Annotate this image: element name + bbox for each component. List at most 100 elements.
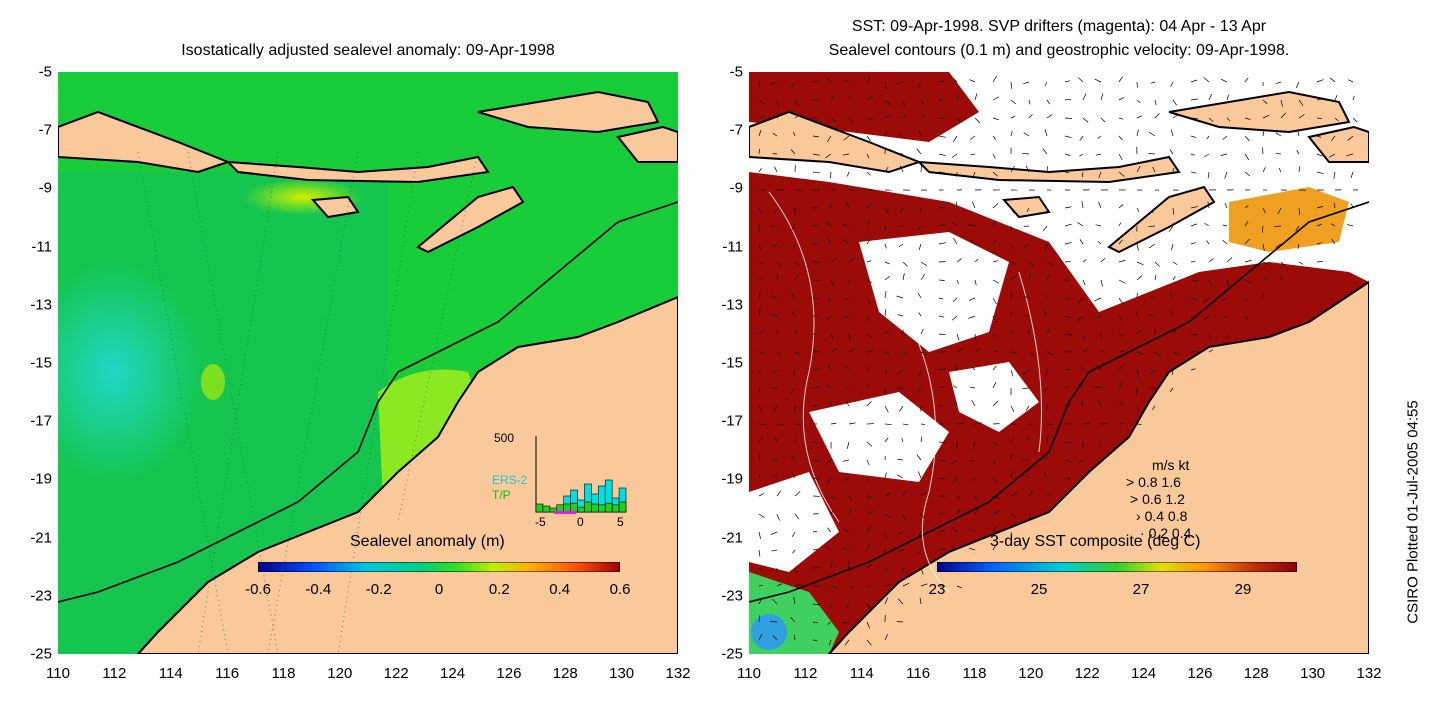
velocity-vector — [866, 315, 871, 323]
velocity-vector — [1262, 114, 1270, 119]
velocity-vector — [898, 549, 904, 552]
left-colorbar-tick: -0.4 — [305, 581, 332, 598]
velocity-vector — [866, 621, 871, 629]
velocity-vector — [772, 405, 778, 413]
velocity-vector — [812, 224, 818, 227]
velocity-vector — [1023, 296, 1030, 299]
velocity-vector — [1331, 135, 1336, 141]
velocity-vector — [938, 548, 946, 551]
velocity-vector — [938, 477, 946, 480]
velocity-vector — [1149, 369, 1156, 375]
velocity-vector — [1298, 166, 1301, 173]
velocity-vector — [1329, 77, 1336, 83]
velocity-vector — [992, 279, 999, 284]
velocity-vector — [776, 99, 779, 107]
velocity-vector — [1026, 436, 1030, 443]
velocity-vector — [827, 363, 832, 371]
velocity-vector — [1352, 95, 1355, 101]
velocity-vector — [1136, 261, 1144, 266]
velocity-vector — [1118, 364, 1124, 371]
velocity-vector — [1136, 166, 1141, 173]
velocity-vector — [1082, 349, 1088, 353]
velocity-vector — [1280, 261, 1285, 266]
right-y-tick-label: -25 — [721, 645, 743, 663]
velocity-vector — [938, 297, 944, 300]
velocity-vector — [827, 135, 832, 143]
velocity-vector — [938, 279, 945, 281]
velocity-vector — [774, 436, 778, 443]
velocity-vector — [1172, 99, 1178, 106]
velocity-vector — [848, 257, 854, 263]
velocity-vector — [1172, 207, 1175, 215]
left-x-tick-label: 118 — [271, 665, 296, 682]
velocity-vector — [884, 275, 891, 281]
velocity-vector — [1190, 171, 1197, 174]
velocity-vector — [1244, 297, 1249, 303]
velocity-vector — [1190, 117, 1198, 119]
velocity-vector — [1152, 207, 1156, 214]
velocity-vector — [776, 513, 780, 521]
velocity-vector — [1152, 405, 1156, 411]
velocity-vector — [938, 459, 946, 462]
velocity-vector — [896, 295, 904, 299]
velocity-vector — [1316, 261, 1324, 263]
land-island-north — [477, 90, 660, 134]
velocity-vector — [866, 238, 871, 245]
velocity-vector — [920, 261, 928, 267]
velocity-vector — [758, 405, 763, 412]
velocity-vector — [758, 633, 763, 641]
geostrophic-velocity-vectors — [758, 75, 1358, 646]
velocity-vector — [896, 81, 904, 85]
velocity-vector — [1136, 275, 1143, 281]
velocity-vector — [1316, 79, 1324, 83]
velocity-vector — [1097, 399, 1102, 407]
right-x-tick-label: 132 — [1356, 665, 1382, 682]
velocity-vector — [866, 333, 873, 338]
velocity-vector — [758, 531, 761, 539]
velocity-vector — [938, 153, 946, 156]
left-y-tick-label: -5 — [38, 63, 52, 81]
velocity-vector — [1028, 513, 1032, 519]
histogram-drifter-marker — [554, 511, 576, 514]
velocity-vector — [866, 459, 870, 466]
left-y-tick-label: -19 — [30, 470, 52, 488]
velocity-vector — [956, 258, 962, 263]
velocity-vector — [902, 351, 908, 356]
velocity-vector — [843, 239, 850, 245]
histogram-bar-tp — [535, 503, 544, 513]
velocity-vector — [848, 508, 852, 515]
velocity-vector — [974, 348, 980, 353]
left-colorbar-tick: 0 — [434, 581, 444, 598]
right-y-tick-label: -17 — [721, 412, 743, 430]
velocity-vector — [1044, 471, 1048, 479]
right-x-tick-label: 118 — [962, 665, 987, 682]
velocity-vector — [1351, 203, 1354, 209]
velocity-vector — [791, 81, 796, 89]
velocity-vector — [956, 333, 960, 341]
velocity-vector — [956, 348, 963, 353]
velocity-vector — [1028, 261, 1035, 268]
velocity-vector — [1044, 243, 1048, 251]
left-x-tick-label: 110 — [46, 665, 70, 682]
velocity-vector — [1190, 79, 1198, 83]
velocity-vector — [1064, 117, 1072, 119]
land-island-north-right — [1168, 90, 1351, 134]
velocity-vector — [1010, 207, 1015, 214]
velocity-vector — [772, 243, 778, 248]
velocity-vector — [1082, 422, 1090, 425]
velocity-vector — [1079, 153, 1084, 157]
velocity-vector — [953, 477, 958, 483]
velocity-vector — [1118, 76, 1124, 83]
velocity-vector — [770, 531, 778, 535]
velocity-vector — [770, 295, 778, 299]
velocity-vector — [1190, 333, 1198, 336]
velocity-vector — [1118, 117, 1124, 120]
land-island-east — [616, 125, 678, 163]
velocity-vector — [884, 166, 889, 173]
velocity-vector — [1100, 349, 1105, 353]
velocity-vector — [866, 495, 873, 499]
left-y-tick-label: -17 — [30, 412, 52, 430]
velocity-vector — [972, 171, 976, 177]
velocity-vector — [920, 436, 923, 443]
velocity-vector — [758, 207, 764, 214]
